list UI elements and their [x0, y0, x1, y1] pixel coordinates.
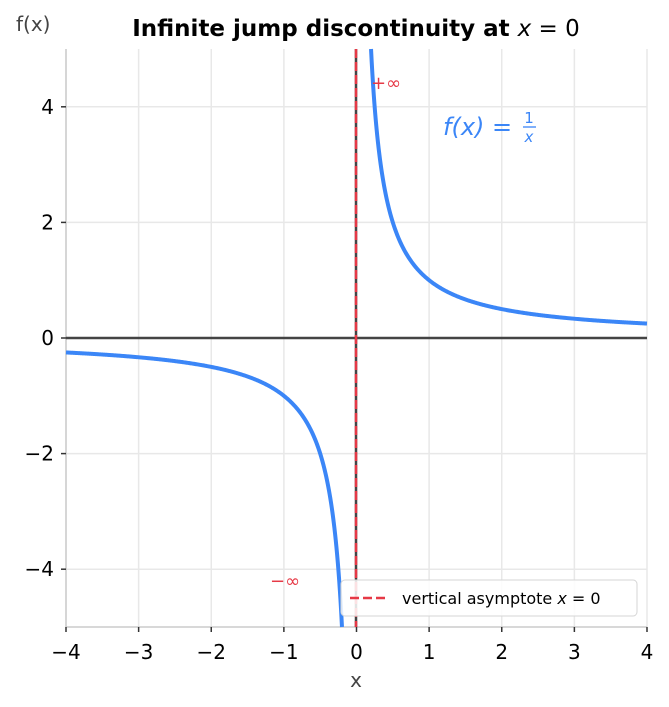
function-label: f(x) = 1 x [443, 109, 536, 146]
curve-negative-branch [64, 350, 344, 628]
legend-box [340, 579, 638, 617]
x-axis-ticks: −4 −3 −2 −1 0 1 2 3 4 [51, 627, 653, 664]
x-tick-label: 1 [423, 640, 436, 664]
plus-infinity-annotation: +∞ [371, 73, 401, 94]
x-tick-label: 0 [350, 640, 363, 664]
x-tick-label: 2 [495, 640, 508, 664]
y-tick-label: 2 [41, 210, 54, 234]
function-lhs: f(x) = [443, 113, 512, 141]
y-axis-label: f(x) [16, 12, 50, 36]
x-tick-label: −4 [51, 640, 80, 664]
y-tick-label: 4 [41, 95, 54, 119]
x-tick-label: 4 [641, 640, 654, 664]
x-tick-label: −2 [197, 640, 226, 664]
y-tick-label: −4 [25, 557, 54, 581]
x-tick-label: −3 [124, 640, 153, 664]
chart-title: Infinite jump discontinuity at x = 0 [132, 16, 580, 42]
y-tick-label: −2 [25, 442, 54, 466]
fraction-denominator: x [524, 128, 534, 146]
minus-infinity-annotation: −∞ [270, 571, 300, 592]
y-tick-label: 0 [41, 326, 54, 350]
legend-label: vertical asymptote x = 0 [402, 589, 601, 608]
x-tick-label: −1 [269, 640, 298, 664]
curve-positive-branch [369, 48, 649, 326]
x-tick-label: 3 [568, 640, 581, 664]
legend: vertical asymptote x = 0 [340, 579, 638, 617]
y-axis-ticks: −4 −2 0 2 4 [25, 95, 66, 581]
fraction-numerator: 1 [524, 109, 534, 127]
x-axis-label: x [350, 668, 362, 692]
